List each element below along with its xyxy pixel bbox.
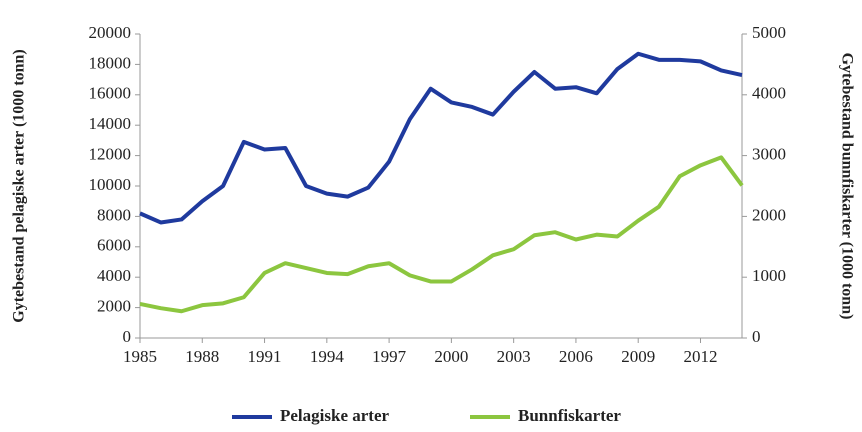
y-tick-label: 4000 [97, 266, 131, 285]
y-tick-label: 14000 [89, 114, 132, 133]
y-tick-label: 10000 [89, 175, 132, 194]
y-axis-title: Gytebestand pelagiske arter (1000 tonn) [11, 49, 28, 322]
y-tick-label: 16000 [89, 84, 132, 103]
x-tick-label: 2009 [621, 347, 655, 366]
x-tick-label: 2003 [497, 347, 531, 366]
y-tick-label: 18000 [89, 53, 132, 72]
x-tick-label: 1988 [185, 347, 219, 366]
legend-label: Pelagiske arter [280, 406, 389, 425]
y-tick-label: 0 [123, 327, 132, 346]
legend-label: Bunnfiskarter [518, 406, 621, 425]
y2-tick-label: 4000 [752, 84, 786, 103]
x-tick-label: 1997 [372, 347, 407, 366]
y-tick-label: 2000 [97, 297, 131, 316]
x-tick-label: 2006 [559, 347, 593, 366]
y-tick-label: 8000 [97, 205, 131, 224]
y2-tick-label: 0 [752, 327, 761, 346]
y-tick-label: 6000 [97, 236, 131, 255]
x-tick-label: 1991 [248, 347, 282, 366]
y-tick-label: 12000 [89, 145, 132, 164]
y2-axis-title: Gytebestand bunnfiskarter (1000 tonn) [838, 53, 855, 320]
y2-tick-label: 1000 [752, 266, 786, 285]
y2-tick-label: 5000 [752, 23, 786, 42]
x-tick-label: 2000 [434, 347, 468, 366]
y2-tick-label: 3000 [752, 145, 786, 164]
x-tick-label: 1994 [310, 347, 345, 366]
x-tick-label: 1985 [123, 347, 157, 366]
y2-tick-label: 2000 [752, 205, 786, 224]
y-tick-label: 20000 [89, 23, 132, 42]
series-line [139, 155, 744, 314]
x-tick-label: 2012 [683, 347, 717, 366]
series-line [139, 51, 743, 225]
